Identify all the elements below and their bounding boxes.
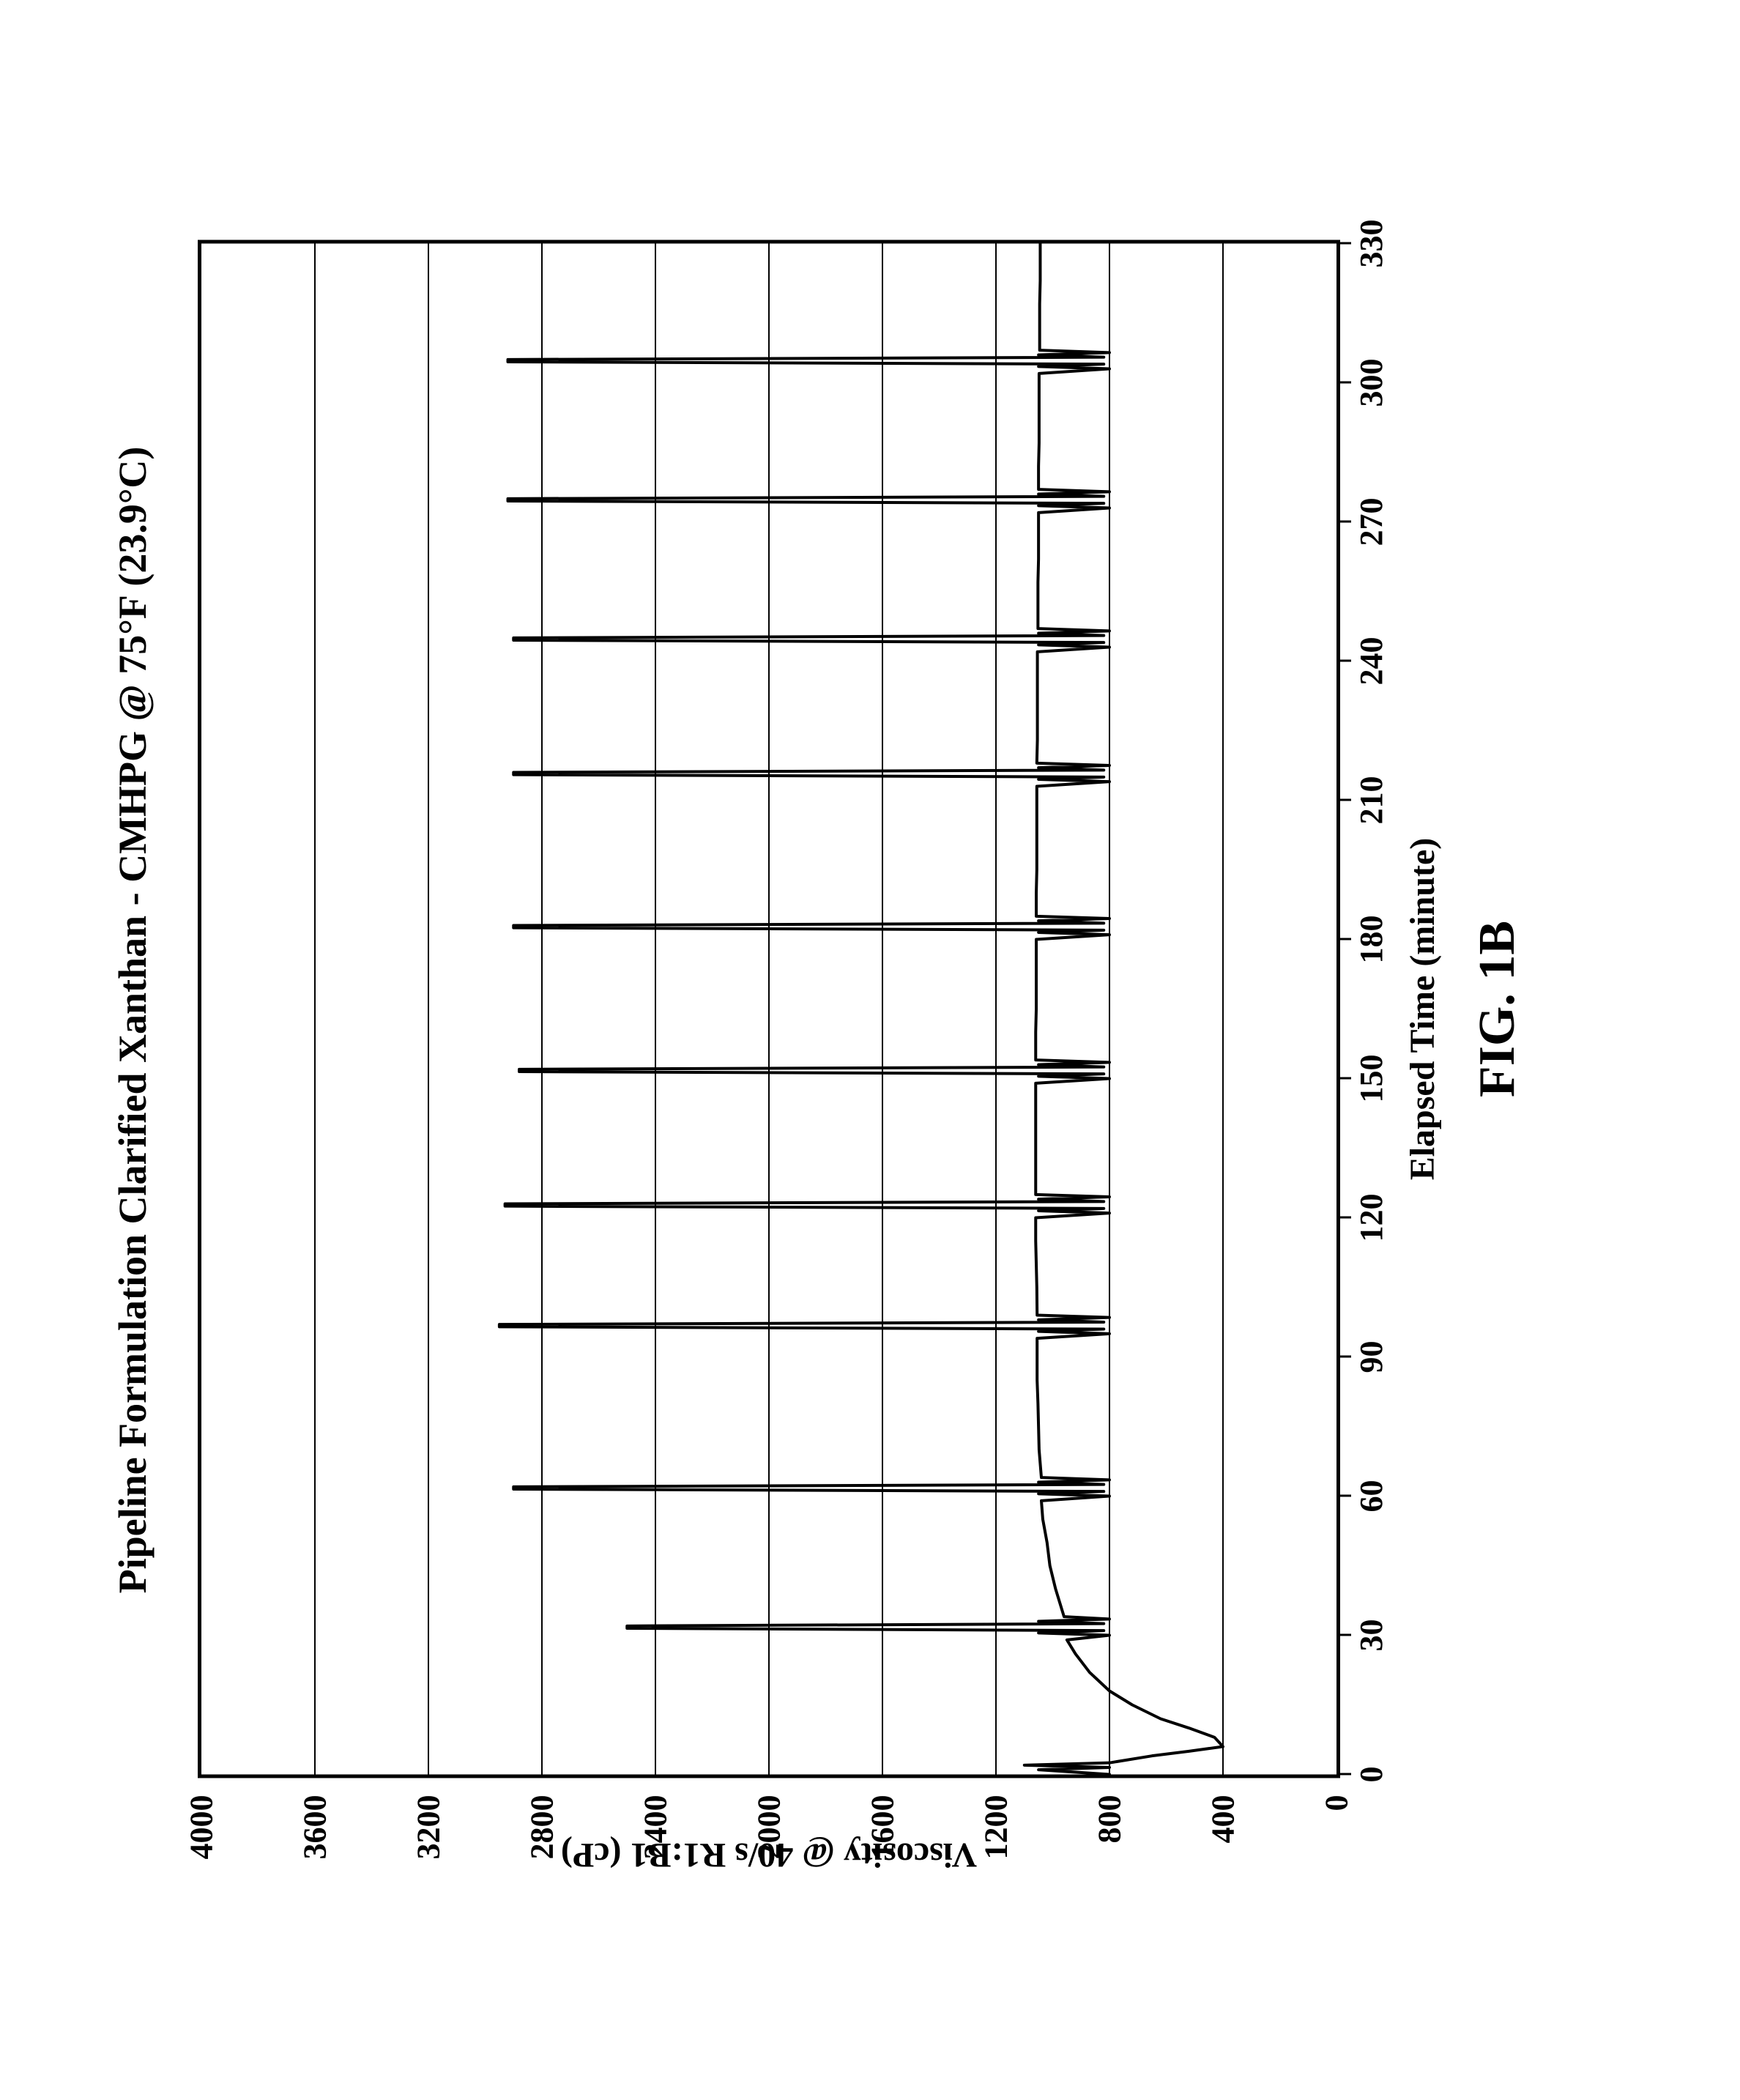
x-tick-label: 0 [1353,1766,1390,1782]
figure-caption: FIG. 1B [1468,920,1527,1097]
y-tick-label: 1600 [864,1795,901,1859]
data-series [201,243,1336,1774]
y-tick-label: 3200 [410,1795,447,1859]
x-tick-label: 300 [1353,358,1390,407]
x-tick-label: 60 [1353,1480,1390,1512]
x-tick-label: 270 [1353,497,1390,546]
x-tick-mark [1336,1077,1351,1080]
x-tick-label: 330 [1353,219,1390,267]
x-tick-mark [1336,660,1351,662]
x-tick-label: 150 [1353,1054,1390,1102]
x-tick-mark [1336,1217,1351,1219]
x-tick-mark [1336,382,1351,384]
x-tick-mark [1336,1356,1351,1358]
page-rotated-container: Pipeline Formulation Clarified Xanthan -… [0,0,1740,2100]
x-tick-mark [1336,1773,1351,1776]
y-tick-label: 400 [1205,1795,1242,1843]
plot-area: Viscosity @ 40/s R1:B1 (cP) Elapsed Time… [198,240,1340,1778]
x-tick-mark [1336,1495,1351,1497]
y-tick-label: 800 [1091,1795,1129,1843]
x-tick-mark [1336,242,1351,245]
y-tick-label: 2400 [637,1795,674,1859]
x-tick-mark [1336,799,1351,801]
chart-title: Pipeline Formulation Clarified Xanthan -… [110,159,155,1880]
y-tick-label: 3600 [297,1795,334,1859]
x-tick-label: 240 [1353,637,1390,685]
x-tick-mark [1336,938,1351,940]
y-tick-label: 4000 [183,1795,220,1859]
x-tick-label: 210 [1353,776,1390,824]
x-tick-label: 120 [1353,1193,1390,1242]
x-axis-label: Elapsed Time (minute) [1402,837,1443,1180]
x-tick-label: 180 [1353,915,1390,963]
y-tick-label: 0 [1318,1795,1356,1811]
x-tick-label: 90 [1353,1340,1390,1373]
x-tick-mark [1336,521,1351,523]
figure-container: Pipeline Formulation Clarified Xanthan -… [110,159,1501,1880]
y-tick-label: 1200 [978,1795,1015,1859]
y-tick-label: 2800 [524,1795,561,1859]
x-tick-label: 30 [1353,1619,1390,1651]
x-tick-mark [1336,1634,1351,1636]
y-tick-label: 2000 [751,1795,788,1859]
